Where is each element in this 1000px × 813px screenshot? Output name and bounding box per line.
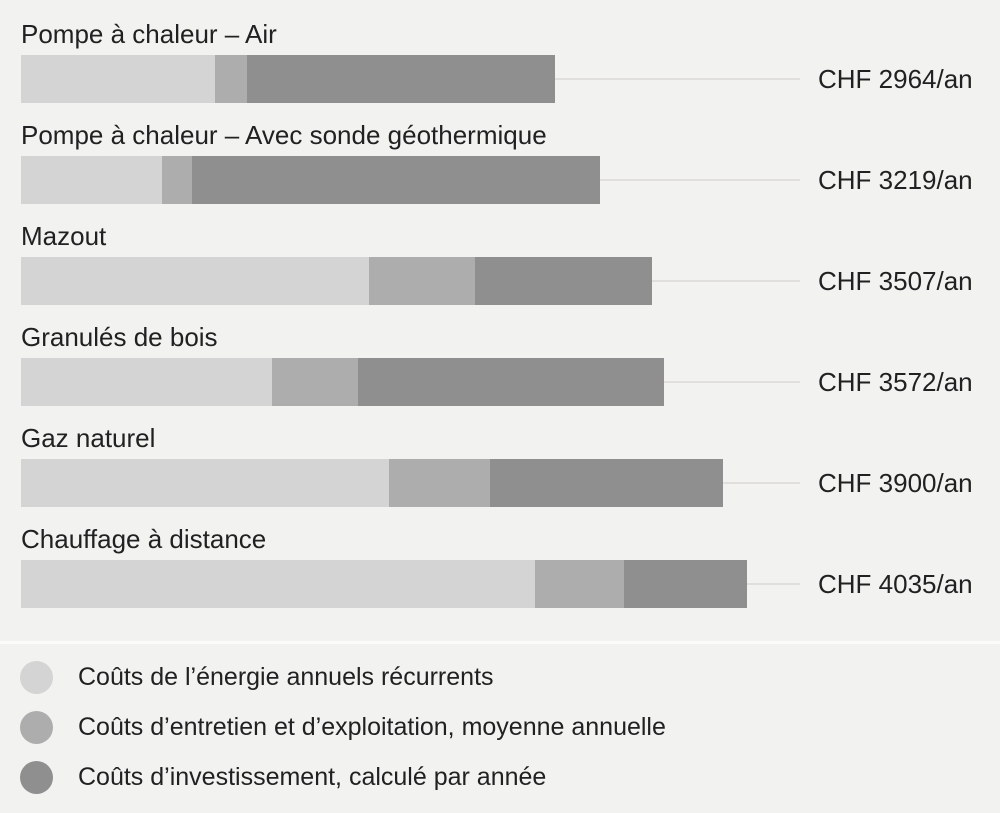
chart-row: Pompe à chaleur – Avec sonde géothermiqu…	[0, 118, 1000, 219]
legend-item-energie: Coûts de l’énergie annuels récurrents	[20, 661, 666, 694]
chart-row: Pompe à chaleur – Air CHF 2964/an	[0, 17, 1000, 118]
total-cost-label: CHF 4035/an	[818, 569, 973, 599]
segment-investissement	[490, 459, 723, 507]
legend: Coûts de l’énergie annuels récurrents Co…	[20, 661, 666, 811]
stacked-bar	[21, 560, 748, 608]
segment-entretien	[534, 560, 624, 608]
segment-energie	[21, 156, 163, 204]
legend-circle-investissement-icon	[20, 761, 53, 794]
category-label: Pompe à chaleur – Avec sonde géothermiqu…	[21, 120, 547, 150]
legend-circle-energie-icon	[20, 661, 53, 694]
segment-energie	[21, 560, 535, 608]
chart-row: Granulés de bois CHF 3572/an	[0, 320, 1000, 421]
segment-energie	[21, 55, 215, 103]
legend-label: Coûts de l’énergie annuels récurrents	[78, 663, 494, 691]
total-cost-label: CHF 3219/an	[818, 165, 973, 195]
total-cost-label: CHF 3507/an	[818, 266, 973, 296]
legend-circle-entretien-icon	[20, 711, 53, 744]
category-label: Chauffage à distance	[21, 524, 267, 554]
segment-entretien	[388, 459, 491, 507]
segment-investissement	[247, 55, 555, 103]
total-cost-label: CHF 3572/an	[818, 367, 973, 397]
chart-row: Mazout CHF 3507/an	[0, 219, 1000, 320]
total-cost-label: CHF 3900/an	[818, 468, 973, 498]
legend-item-entretien: Coûts d’entretien et d’exploitation, moy…	[20, 711, 666, 744]
segment-investissement	[623, 560, 748, 608]
connector-line	[663, 381, 800, 383]
connector-line	[600, 179, 800, 181]
segment-investissement	[192, 156, 601, 204]
connector-line	[723, 482, 800, 484]
segment-entretien	[214, 55, 248, 103]
segment-investissement	[474, 257, 653, 305]
stacked-bar	[21, 459, 723, 507]
segment-entretien	[271, 358, 358, 406]
connector-line	[747, 583, 800, 585]
segment-entretien	[368, 257, 475, 305]
legend-item-investissement: Coûts d’investissement, calculé par anné…	[20, 761, 666, 794]
connector-line	[652, 280, 800, 282]
chart-row: Gaz naturel CHF 3900/an	[0, 421, 1000, 522]
chart-row: Chauffage à distance CHF 4035/an	[0, 522, 1000, 623]
segment-energie	[21, 358, 272, 406]
stacked-bar	[21, 358, 664, 406]
legend-label: Coûts d’entretien et d’exploitation, moy…	[78, 713, 666, 741]
legend-label: Coûts d’investissement, calculé par anné…	[78, 763, 547, 791]
category-label: Gaz naturel	[21, 423, 156, 453]
total-cost-label: CHF 2964/an	[818, 64, 973, 94]
segment-investissement	[357, 358, 664, 406]
segment-entretien	[162, 156, 193, 204]
segment-energie	[21, 459, 389, 507]
stacked-bar	[21, 257, 653, 305]
category-label: Mazout	[21, 221, 107, 251]
section-divider	[0, 641, 1000, 644]
stacked-bar	[21, 156, 601, 204]
stacked-bar	[21, 55, 555, 103]
segment-energie	[21, 257, 369, 305]
category-label: Granulés de bois	[21, 322, 218, 352]
connector-line	[554, 78, 800, 80]
category-label: Pompe à chaleur – Air	[21, 19, 277, 49]
